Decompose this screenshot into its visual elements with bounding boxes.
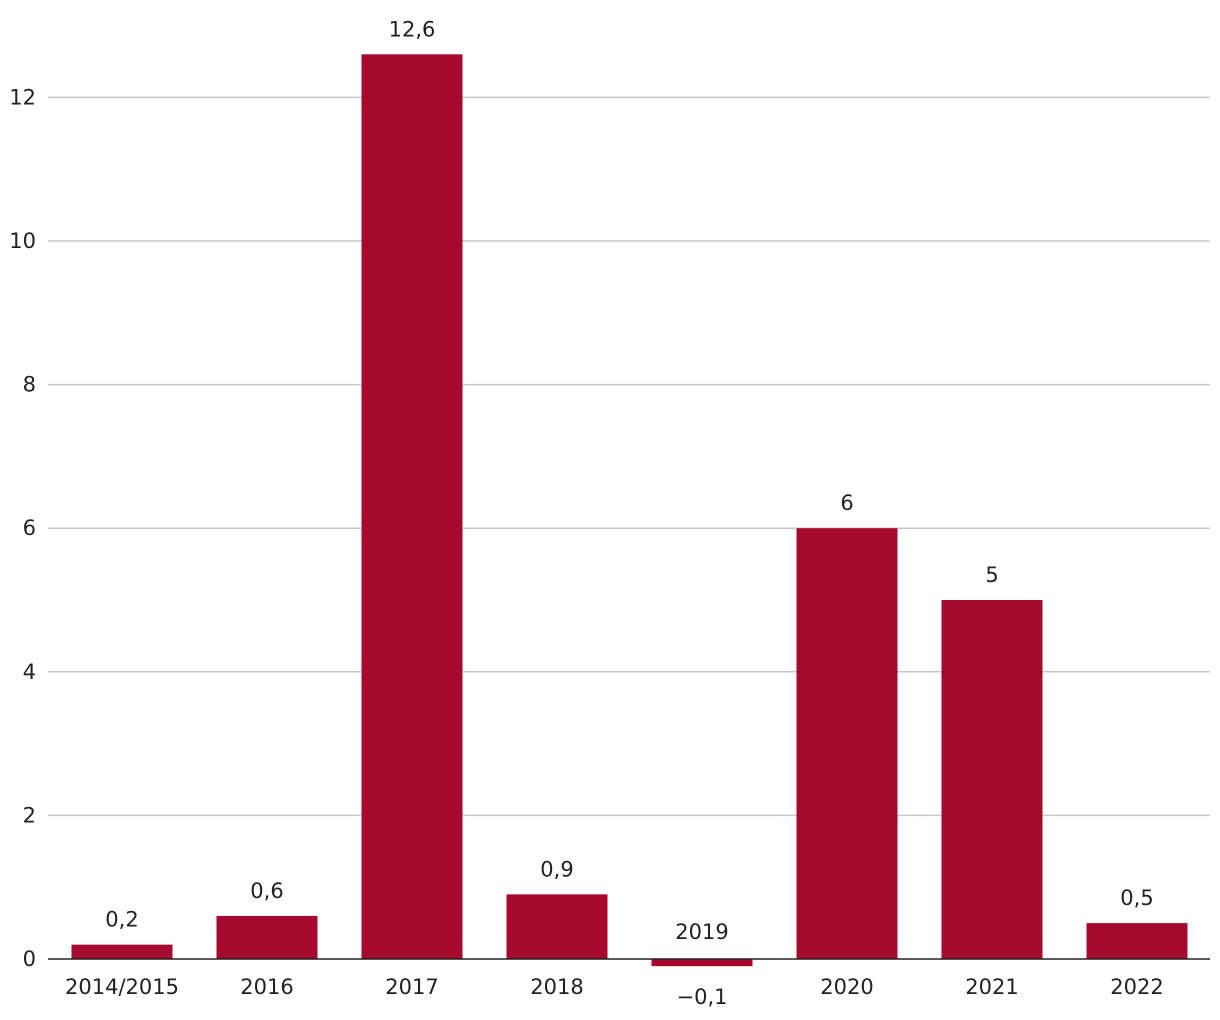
bar: [216, 915, 318, 959]
x-tick-label: 2018: [530, 975, 583, 999]
data-label: 0,5: [1120, 886, 1153, 910]
x-tick-label: 2020: [820, 975, 873, 999]
y-tick-label: 2: [23, 803, 36, 827]
bars-layer: [71, 54, 1188, 967]
y-tick-label: 10: [9, 229, 36, 253]
labels-layer: 0 2 4 6 8 10 12 2014/2015 0,2 2016 0,6 2017 12,6 2018…: [9, 17, 1163, 1009]
bar: [361, 54, 463, 959]
x-tick-label: 2019: [675, 920, 728, 944]
data-label: 6: [840, 491, 853, 515]
data-label: 0,2: [105, 908, 138, 932]
y-tick-label: 12: [9, 85, 36, 109]
bar: [941, 600, 1043, 959]
bar: [71, 944, 173, 959]
data-label: 12,6: [389, 17, 436, 41]
x-tick-label: 2016: [240, 975, 293, 999]
bar: [1086, 923, 1188, 959]
data-label: −0,1: [677, 985, 728, 1009]
x-tick-label: 2017: [385, 975, 438, 999]
data-label: 0,9: [540, 857, 573, 881]
x-tick-label: 2021: [965, 975, 1018, 999]
bar: [796, 528, 898, 959]
y-tick-label: 0: [23, 947, 36, 971]
data-label: 5: [985, 563, 998, 587]
bar: [651, 959, 753, 967]
y-tick-label: 6: [23, 516, 36, 540]
y-tick-label: 4: [23, 660, 36, 684]
x-tick-label: 2014/2015: [65, 975, 179, 999]
y-tick-label: 8: [23, 373, 36, 397]
x-tick-label: 2022: [1110, 975, 1163, 999]
bar: [506, 894, 608, 959]
data-label: 0,6: [250, 879, 283, 903]
